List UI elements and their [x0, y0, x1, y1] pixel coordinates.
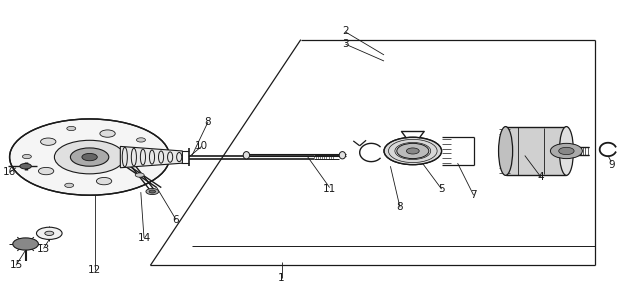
- Text: 7: 7: [470, 190, 477, 200]
- Ellipse shape: [559, 127, 573, 175]
- Circle shape: [22, 154, 31, 159]
- Circle shape: [45, 231, 54, 235]
- Circle shape: [65, 183, 74, 188]
- Circle shape: [146, 188, 159, 195]
- Circle shape: [20, 163, 31, 169]
- Circle shape: [559, 147, 574, 155]
- Ellipse shape: [339, 152, 346, 159]
- Circle shape: [406, 148, 419, 154]
- Text: 8: 8: [397, 203, 403, 212]
- Circle shape: [36, 227, 62, 239]
- Text: 12: 12: [88, 265, 101, 275]
- Circle shape: [100, 130, 115, 137]
- Text: 2: 2: [342, 26, 349, 35]
- Circle shape: [82, 153, 97, 161]
- Text: 3: 3: [342, 39, 349, 49]
- Text: 14: 14: [138, 233, 150, 243]
- Circle shape: [134, 154, 150, 162]
- Circle shape: [38, 167, 54, 175]
- Text: 1: 1: [278, 273, 285, 282]
- Circle shape: [13, 238, 38, 250]
- Text: 9: 9: [608, 160, 614, 170]
- Circle shape: [10, 119, 170, 195]
- Text: 5: 5: [438, 184, 445, 194]
- Circle shape: [97, 178, 112, 185]
- Circle shape: [70, 148, 109, 166]
- Text: 15: 15: [10, 260, 22, 270]
- Ellipse shape: [499, 127, 513, 175]
- Circle shape: [135, 173, 144, 177]
- Text: 6: 6: [173, 215, 179, 224]
- Text: 13: 13: [37, 244, 50, 253]
- Text: 4: 4: [538, 172, 544, 182]
- Text: 8: 8: [205, 117, 211, 127]
- Text: 11: 11: [323, 184, 336, 194]
- Circle shape: [397, 143, 429, 159]
- Circle shape: [67, 126, 76, 131]
- Bar: [506, 127, 566, 175]
- Text: 10: 10: [195, 142, 208, 151]
- Circle shape: [149, 190, 156, 193]
- Ellipse shape: [243, 152, 250, 159]
- Circle shape: [54, 140, 125, 174]
- Circle shape: [384, 137, 442, 165]
- Text: 16: 16: [3, 167, 16, 177]
- Polygon shape: [120, 146, 182, 168]
- Circle shape: [40, 138, 56, 145]
- Circle shape: [136, 138, 145, 142]
- Circle shape: [550, 143, 582, 159]
